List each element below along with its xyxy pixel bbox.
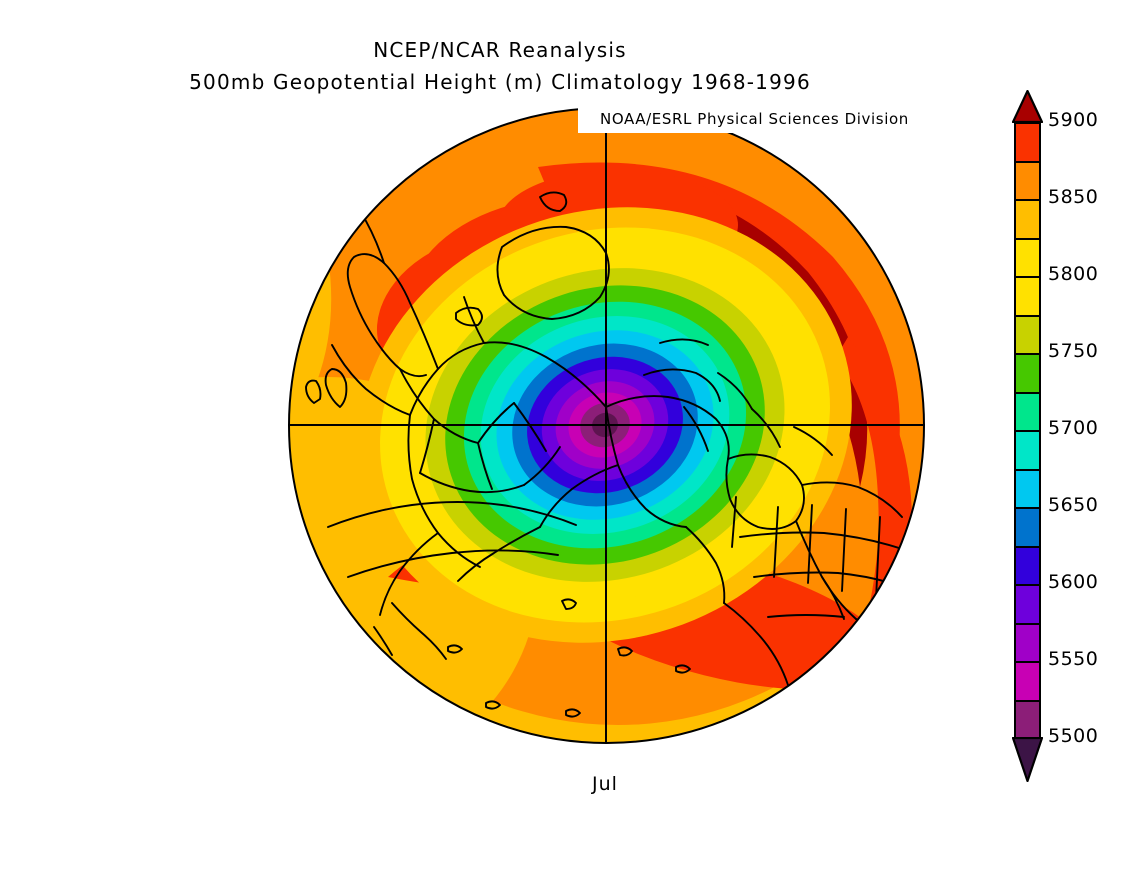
colorbar-band: [1016, 547, 1039, 586]
colorbar-tick-label: 5500: [1048, 725, 1099, 747]
credit-text: NOAA/ESRL Physical Sciences Division: [600, 110, 909, 128]
colorbar-arrow-max: [1012, 90, 1043, 123]
colorbar-band: [1016, 355, 1039, 394]
crosshair-vertical: [605, 107, 607, 744]
colorbar-band: [1016, 663, 1039, 702]
colorbar-arrow-min: [1012, 737, 1043, 782]
chart-title-line2: 500mb Geopotential Height (m) Climatolog…: [189, 70, 811, 94]
colorbar-tick-label: 5600: [1048, 571, 1099, 593]
colorbar-tick-label: 5700: [1048, 417, 1099, 439]
colorbar-band: [1016, 432, 1039, 471]
colorbar-band: [1016, 239, 1039, 278]
colorbar-band: [1016, 393, 1039, 432]
colorbar-band: [1016, 278, 1039, 317]
colorbar-band: [1016, 162, 1039, 201]
colorbar-band: [1016, 124, 1039, 163]
colorbar-band: [1016, 316, 1039, 355]
colorbar-band: [1016, 470, 1039, 509]
colorbar-band: [1016, 201, 1039, 240]
colorbar-tick-label: 5850: [1048, 186, 1099, 208]
colorbar-tick-labels: 5900 5850 5800 5750 5700 5650 5600 5550 5500: [1048, 0, 1130, 874]
colorbar-tick-label: 5650: [1048, 494, 1099, 516]
colorbar-band: [1016, 624, 1039, 663]
colorbar-band: [1016, 586, 1039, 625]
month-label: Jul: [592, 773, 618, 795]
colorbar-tick-label: 5800: [1048, 263, 1099, 285]
colorbar-tick-label: 5900: [1048, 109, 1099, 131]
colorbar: [1014, 122, 1041, 740]
colorbar-band: [1016, 701, 1039, 740]
colorbar-band: [1016, 509, 1039, 548]
chart-title-line1: NCEP/NCAR Reanalysis: [373, 38, 627, 62]
colorbar-tick-label: 5750: [1048, 340, 1099, 362]
credit-box: [578, 106, 936, 133]
colorbar-tick-label: 5550: [1048, 648, 1099, 670]
